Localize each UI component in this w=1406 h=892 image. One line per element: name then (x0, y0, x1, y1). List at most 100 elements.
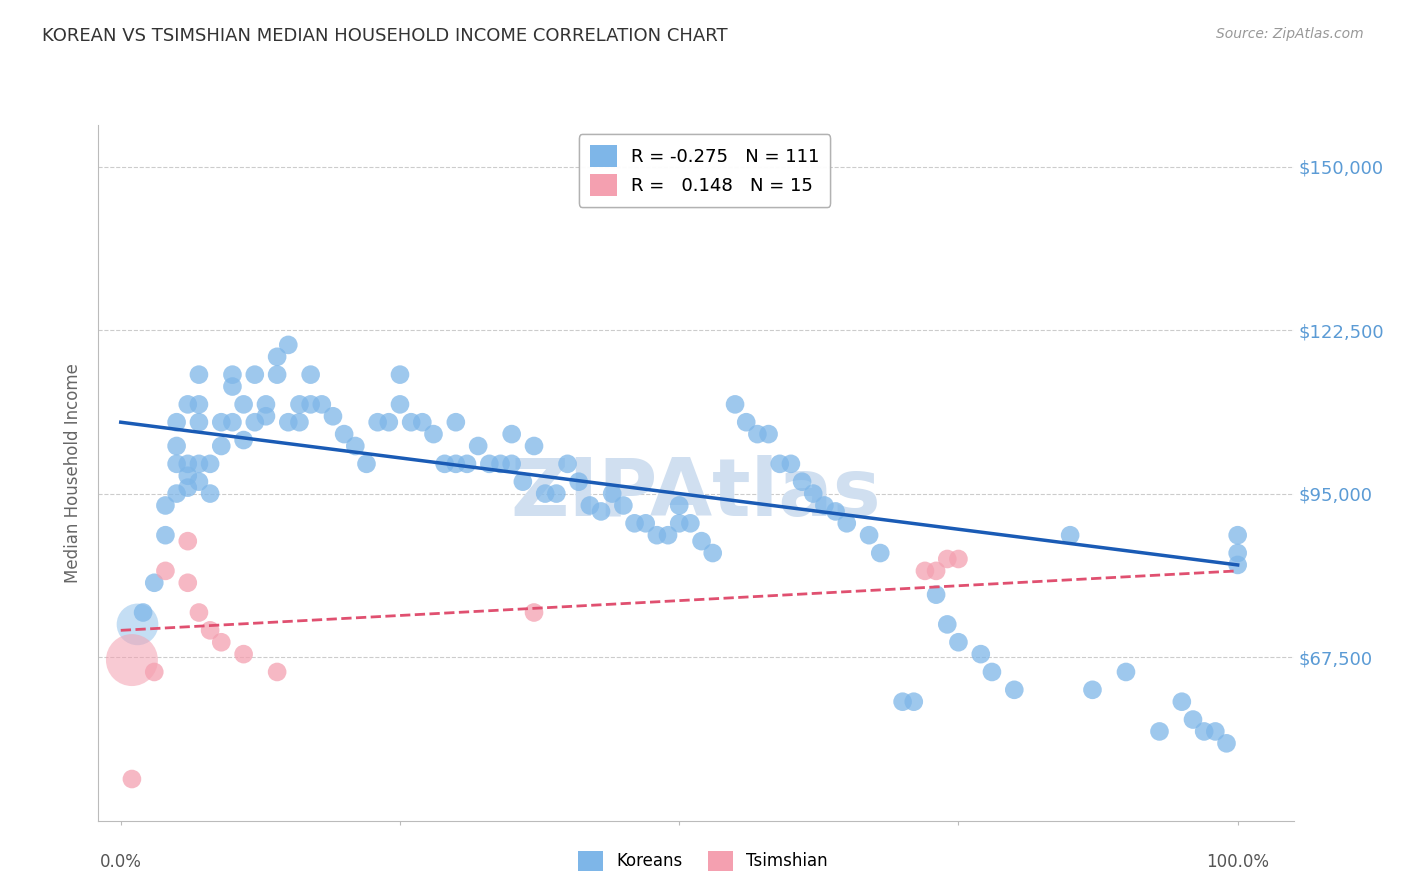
Point (758, 427, 780, 442)
Point (433, 457, 456, 471)
Point (288, 397, 311, 411)
Point (769, 457, 792, 471)
Point (1226, 558, 1249, 572)
Point (266, 665, 288, 679)
Point (209, 439, 232, 453)
Point (155, 528, 177, 542)
Point (277, 415, 299, 429)
Point (668, 499, 690, 513)
Point (589, 504, 612, 518)
Point (690, 534, 713, 549)
Text: KOREAN VS TSIMSHIAN MEDIAN HOUSEHOLD INCOME CORRELATION CHART: KOREAN VS TSIMSHIAN MEDIAN HOUSEHOLD INC… (42, 27, 728, 45)
Point (356, 457, 378, 471)
Point (187, 415, 209, 429)
Text: 0.0%: 0.0% (100, 854, 142, 871)
Point (948, 552, 970, 566)
Point (367, 415, 389, 429)
Point (221, 368, 243, 382)
Point (177, 575, 200, 590)
Point (444, 415, 467, 429)
Point (512, 475, 534, 489)
Point (221, 415, 243, 429)
Point (634, 516, 657, 531)
Point (209, 635, 232, 649)
Point (166, 457, 188, 471)
Point (579, 499, 602, 513)
Point (232, 397, 254, 411)
Point (177, 457, 200, 471)
Point (523, 439, 546, 453)
Point (166, 439, 188, 453)
Point (501, 457, 523, 471)
Point (127, 617, 149, 632)
Point (568, 475, 591, 489)
Point (266, 368, 288, 382)
Point (623, 516, 645, 531)
Point (209, 415, 232, 429)
Point (378, 415, 401, 429)
Point (970, 647, 993, 661)
Point (187, 475, 209, 489)
Point (1182, 713, 1205, 727)
Point (645, 528, 668, 542)
Point (444, 457, 467, 471)
Point (456, 457, 478, 471)
Point (388, 397, 411, 411)
Point (198, 457, 221, 471)
Point (1149, 724, 1171, 739)
Point (981, 665, 1004, 679)
Point (1081, 682, 1104, 697)
Point (1115, 665, 1137, 679)
Point (299, 397, 322, 411)
Point (869, 546, 891, 560)
Point (501, 427, 523, 442)
Point (155, 499, 177, 513)
Point (1171, 695, 1194, 709)
Text: Source: ZipAtlas.com: Source: ZipAtlas.com (1216, 27, 1364, 41)
Point (121, 653, 143, 667)
Point (858, 528, 880, 542)
Point (1192, 724, 1215, 739)
Point (399, 415, 422, 429)
Point (411, 415, 433, 429)
Point (198, 624, 221, 638)
Point (747, 427, 769, 442)
Point (724, 397, 747, 411)
Point (702, 546, 724, 560)
Point (187, 368, 209, 382)
Point (891, 695, 914, 709)
Point (936, 552, 959, 566)
Point (534, 486, 557, 500)
Point (266, 350, 288, 364)
Point (155, 564, 177, 578)
Point (1059, 528, 1081, 542)
Point (221, 379, 243, 393)
Point (187, 397, 209, 411)
Point (546, 486, 568, 500)
Point (657, 528, 679, 542)
Point (232, 647, 254, 661)
Point (925, 588, 948, 602)
Point (232, 433, 254, 447)
Legend: R = -0.275   N = 111, R =   0.148   N = 15: R = -0.275 N = 111, R = 0.148 N = 15 (579, 134, 831, 207)
Y-axis label: Median Household Income: Median Household Income (65, 363, 83, 582)
Point (322, 409, 344, 424)
Point (1204, 724, 1226, 739)
Point (1002, 682, 1025, 697)
Point (668, 516, 690, 531)
Point (1226, 528, 1249, 542)
Point (835, 516, 858, 531)
Point (523, 606, 546, 620)
Point (198, 486, 221, 500)
Point (925, 564, 948, 578)
Point (422, 427, 444, 442)
Point (254, 409, 277, 424)
Point (824, 504, 846, 518)
Text: ZIPAtlas: ZIPAtlas (510, 455, 882, 533)
Point (187, 457, 209, 471)
Point (344, 439, 367, 453)
Point (166, 415, 188, 429)
Point (903, 695, 925, 709)
Point (936, 617, 959, 632)
Point (600, 486, 623, 500)
